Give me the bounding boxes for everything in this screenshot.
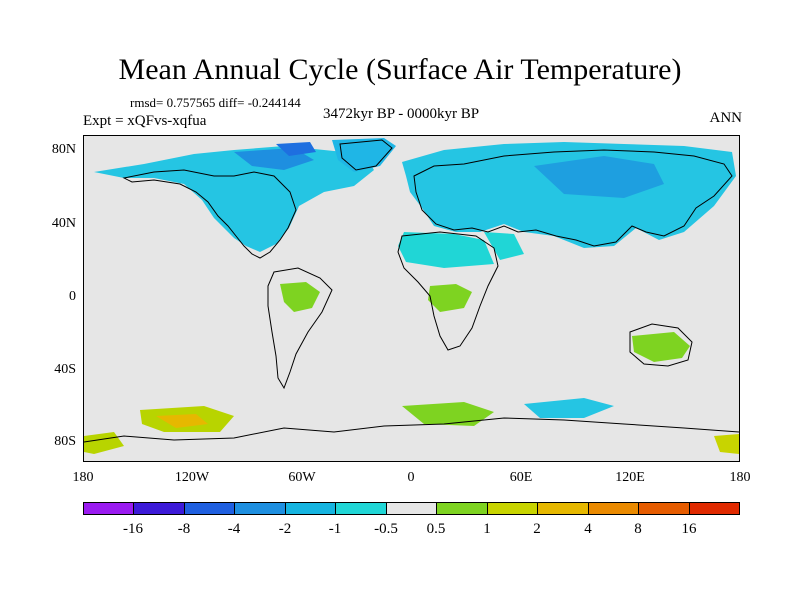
lat-label-0: 0: [69, 289, 76, 304]
coast-greenland: [339, 139, 393, 171]
lat-label-40n: 40N: [51, 216, 76, 231]
coast-europe-asia: [413, 149, 733, 247]
lon-label-60e: 60E: [509, 470, 533, 485]
colorbar-cell: [487, 503, 539, 514]
colorbar-cell: [639, 503, 690, 514]
coast-south-america: [267, 267, 333, 390]
anomaly-arabia: [484, 232, 524, 260]
colorbar-label: 4: [584, 521, 592, 537]
colorbar: [83, 502, 740, 515]
lat-label-80n: 80N: [51, 142, 76, 157]
coast-north-america: [122, 169, 297, 259]
stats-label: rmsd= 0.757565 diff= -0.244144: [130, 95, 301, 110]
colorbar-label: 1: [483, 521, 491, 537]
anomaly-siberia-strong: [534, 156, 664, 198]
anomaly-southern-ocean-1-core: [156, 414, 208, 428]
lon-label-180w: 180: [72, 470, 94, 485]
colorbar-cell: [285, 503, 337, 514]
coast-antarctica: [84, 417, 739, 443]
colorbar-cell: [134, 503, 185, 514]
warming-anomaly-layer: [84, 282, 739, 454]
anomaly-antarctica-east: [714, 434, 739, 454]
lat-label-40s: 40S: [54, 362, 76, 377]
anomaly-antarctica-west: [524, 398, 614, 418]
lon-label-180e: 180: [729, 470, 751, 485]
colorbar-cell: [84, 503, 135, 514]
colorbar-cell: [184, 503, 236, 514]
lon-label-60w: 60W: [288, 470, 316, 485]
anomaly-southern-ocean-2: [402, 402, 494, 426]
colorbar-label: -1: [328, 521, 342, 537]
colorbar-label: -16: [123, 521, 143, 537]
colorbar-cell: [386, 503, 438, 514]
colorbar-cell: [689, 503, 740, 514]
coast-australia: [629, 323, 693, 367]
colorbar-label: 0.5: [426, 521, 446, 537]
anomaly-australia: [632, 332, 690, 362]
experiment-label: Expt = xQFvs-xqfua: [83, 113, 207, 129]
lon-label-0: 0: [407, 470, 415, 485]
colorbar-cell: [437, 503, 488, 514]
anomaly-central-africa: [428, 284, 472, 312]
world-map: [84, 136, 739, 461]
anomaly-north-africa: [398, 232, 494, 268]
colorbar-label: -0.5: [374, 521, 398, 537]
coastlines: [84, 139, 739, 443]
season-label: ANN: [709, 110, 743, 126]
colorbar-cell: [588, 503, 640, 514]
colorbar-label: 16: [681, 521, 697, 537]
anomaly-north-america: [94, 146, 374, 252]
colorbar-cell: [538, 503, 589, 514]
chart-title: Mean Annual Cycle (Surface Air Temperatu…: [118, 53, 682, 86]
colorbar-label: 2: [533, 521, 541, 537]
colorbar-label: -2: [278, 521, 292, 537]
colorbar-label: -8: [177, 521, 191, 537]
anomaly-amazon: [280, 282, 320, 312]
anomaly-arctic-islands: [276, 142, 316, 156]
colorbar-label: -4: [227, 521, 241, 537]
lon-label-120e: 120E: [615, 470, 645, 485]
colorbar-cell: [235, 503, 286, 514]
coast-africa: [397, 231, 499, 351]
lat-label-80s: 80S: [54, 434, 76, 449]
period-label: 3472kyr BP - 0000kyr BP: [323, 106, 480, 122]
map-panel: [83, 135, 740, 462]
colorbar-label: 8: [634, 521, 642, 537]
lon-label-120w: 120W: [174, 470, 210, 485]
colorbar-cell: [336, 503, 387, 514]
